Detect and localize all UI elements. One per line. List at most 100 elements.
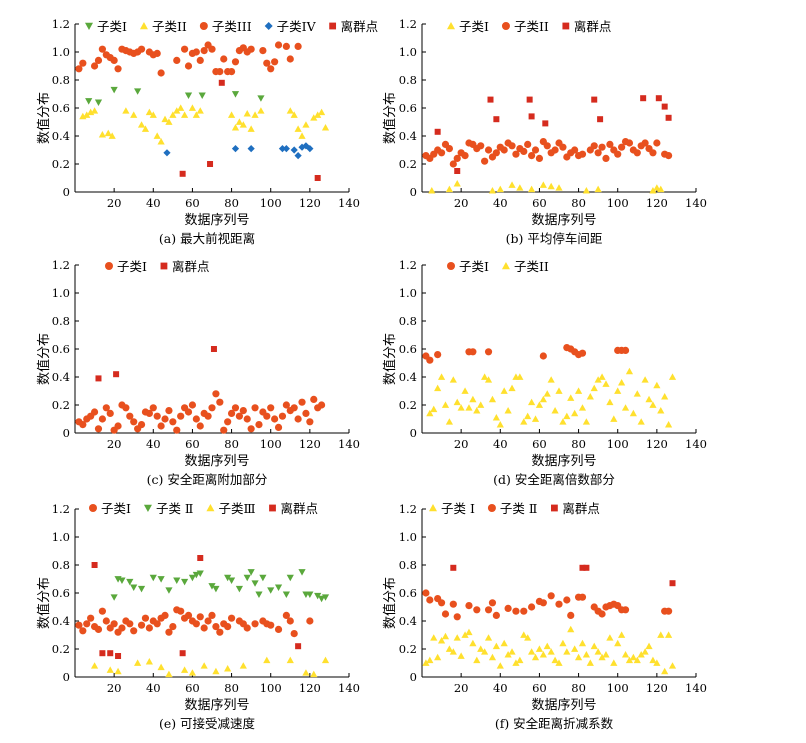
data-point [535,645,544,652]
data-point [594,185,602,193]
data-point [665,421,673,428]
data-point [114,65,122,73]
data-point [567,394,575,401]
legend-item: 离群点 [329,19,378,34]
data-point [224,665,232,672]
y-tick-label: 0 [410,185,417,199]
legend-label: 子类II [514,259,549,274]
data-point [625,367,634,375]
legend-swatch [139,22,148,30]
data-point [500,639,508,647]
data-point [543,142,551,150]
y-axis-title: 数值分布 [36,92,52,144]
y-tick-label: 1.2 [399,258,417,272]
data-point [461,631,469,638]
data-point [441,401,450,408]
data-point [492,414,500,421]
legend-item: 子类 Ⅱ [143,501,193,516]
legend-swatch [562,22,570,30]
data-point [618,143,626,151]
data-point [450,564,457,571]
data-point [668,373,677,380]
legend-swatch [501,22,510,30]
data-point [504,604,512,613]
data-point [449,648,457,655]
data-point [578,639,587,647]
data-point [294,42,302,51]
x-tick-label: 60 [185,437,200,451]
data-point [531,653,540,661]
data-point [255,591,263,598]
data-point [145,108,153,116]
legend-label: 离群点 [172,259,210,274]
data-point [157,138,165,145]
data-point [224,623,232,631]
data-point [653,184,661,191]
y-tick-label: 0.4 [52,370,70,384]
data-point [184,408,193,416]
x-tick-label: 60 [532,681,547,695]
data-point [661,667,669,675]
data-point [445,645,453,652]
data-point [302,409,310,417]
data-point [669,580,676,587]
data-point [461,387,469,394]
data-point [606,634,614,641]
data-point [243,574,251,582]
data-point [271,415,279,423]
series-circle [422,589,673,621]
data-point [235,412,243,420]
data-point [198,92,206,99]
x-tick-label: 40 [493,196,508,210]
data-point [454,168,461,174]
data-point [227,68,236,76]
data-point [177,104,185,111]
y-tick-label: 0.8 [52,73,70,87]
data-point [321,594,330,601]
data-point [267,65,275,73]
data-point [98,607,106,615]
data-point [606,398,614,406]
x-tick-label: 100 [607,681,629,695]
data-point [484,146,493,154]
data-point [98,415,106,423]
data-point [267,621,275,629]
data-point [114,422,122,430]
series-circle [75,390,326,434]
series-circle [75,41,302,77]
data-point [267,587,275,594]
data-point [255,421,263,429]
data-point [578,150,587,158]
x-tick-label: 120 [646,196,668,210]
data-point [582,187,590,194]
data-point [520,631,528,638]
y-tick-label: 1.0 [399,45,417,59]
data-point [114,667,122,675]
data-point [606,140,614,148]
x-tick-label: 120 [299,437,321,451]
legend-item: 离群点 [269,501,318,516]
legend-label: 离群点 [281,501,319,516]
series-triangle-down [110,569,330,603]
data-point [126,620,134,628]
data-point [586,393,594,400]
legend-label: 子类III [212,19,252,34]
data-point [493,116,500,123]
data-point [508,181,516,188]
data-point [231,404,240,412]
data-point [220,55,228,63]
data-point [453,634,461,641]
data-point [239,121,247,128]
data-point [547,648,555,655]
data-point [165,407,173,415]
data-point [192,571,200,579]
data-point [543,390,551,397]
data-point [231,124,240,131]
data-point [665,607,673,615]
data-point [208,45,216,53]
data-point [496,662,504,669]
data-point [321,656,330,664]
y-tick-label: 0 [63,670,70,684]
data-point [184,62,193,70]
